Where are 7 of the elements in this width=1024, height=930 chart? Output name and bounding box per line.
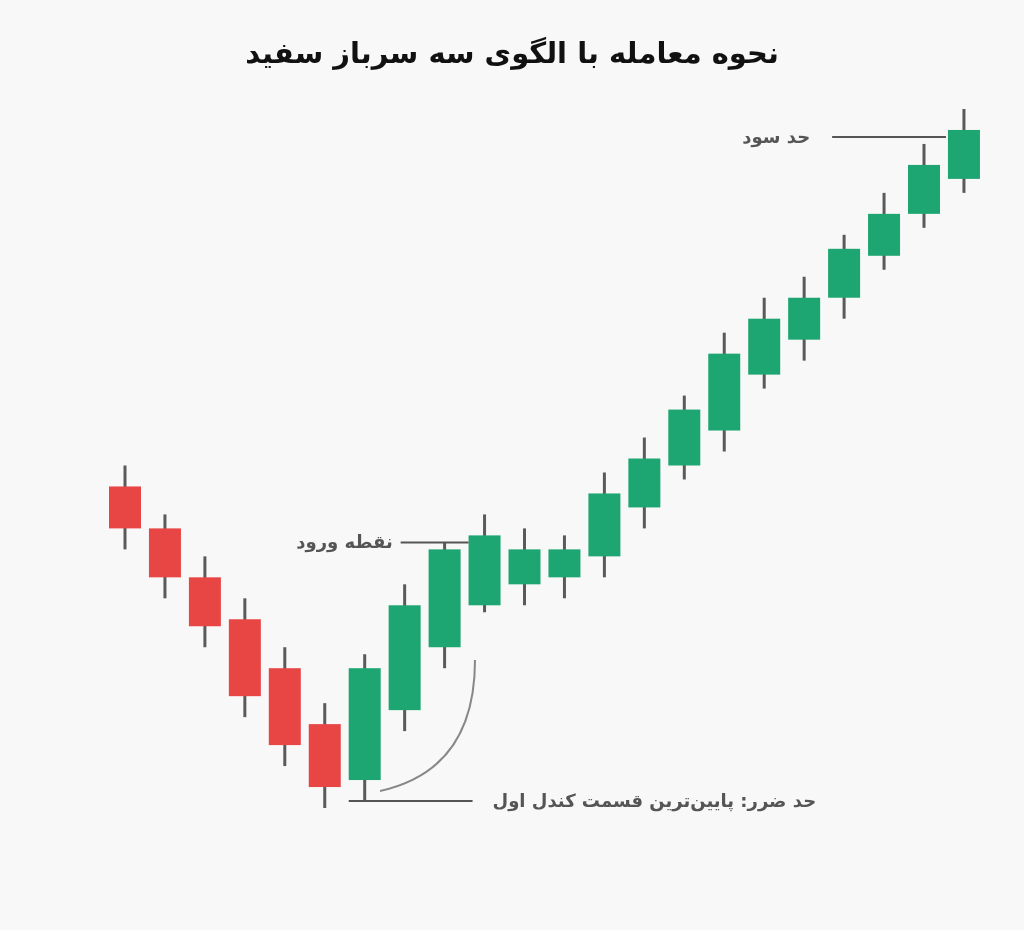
ref-line-label: حد سود (742, 125, 811, 148)
ref-line: حد سود (742, 125, 947, 147)
ref-line-label: نقطه ورود (296, 531, 393, 554)
ref-line: حد ضرر: پایین‌ترین قسمت کندل اول (347, 790, 817, 811)
ref-line-label: حد ضرر: پایین‌ترین قسمت کندل اول (492, 790, 817, 813)
chart-title: نحوه معامله با الگوی سه سرباز سفید (245, 36, 779, 70)
ref-line: نقطه ورود (296, 531, 470, 553)
